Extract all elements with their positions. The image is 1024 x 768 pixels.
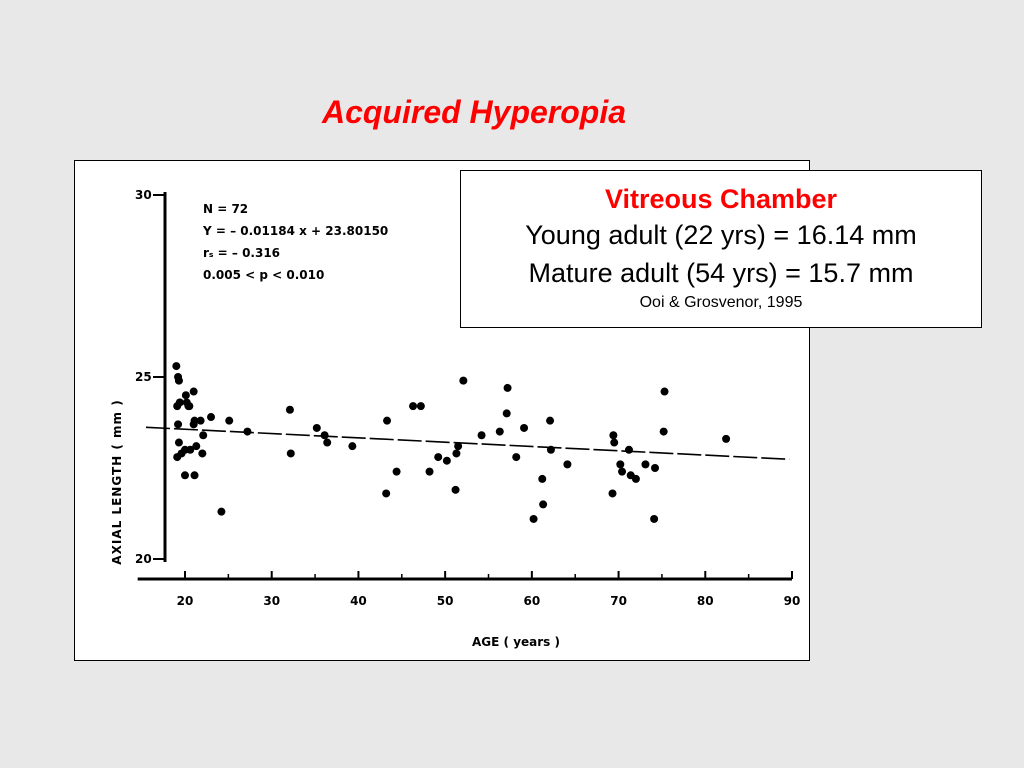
- data-point: [512, 453, 521, 462]
- data-point: [392, 467, 401, 476]
- data-point: [563, 460, 572, 469]
- data-point: [174, 420, 183, 429]
- data-point: [451, 485, 460, 494]
- info-mature-adult: Mature adult (54 yrs) = 15.7 mm: [528, 258, 914, 288]
- slide-title: Acquired Hyperopia: [321, 94, 627, 130]
- data-point: [198, 449, 207, 458]
- data-point: [383, 416, 392, 425]
- ticks-layer: 20 30 40 50 60 70 80 90 20 25 30: [135, 188, 800, 608]
- y-tick-label: 20: [135, 552, 152, 566]
- data-point: [425, 467, 434, 476]
- data-point: [181, 391, 190, 400]
- data-point: [217, 507, 226, 516]
- x-tick-label: 90: [784, 594, 801, 608]
- data-point: [624, 445, 633, 454]
- info-citation: Ooi & Grosvenor, 1995: [639, 294, 803, 311]
- data-point: [190, 471, 199, 480]
- x-tick-label: 60: [524, 594, 541, 608]
- data-point: [189, 387, 198, 396]
- data-point: [199, 431, 208, 440]
- data-point: [538, 474, 547, 483]
- data-point: [459, 376, 468, 385]
- regression-line: [145, 426, 790, 461]
- data-point: [618, 467, 627, 476]
- data-point: [192, 442, 201, 451]
- data-point: [495, 427, 504, 436]
- x-axis-label: AGE ( years ): [472, 635, 560, 649]
- data-point: [608, 489, 617, 498]
- data-point: [660, 387, 669, 396]
- stat-annotation: N = 72: [203, 202, 248, 216]
- data-point: [650, 464, 659, 472]
- data-point: [442, 456, 451, 465]
- data-point: [641, 460, 650, 469]
- data-point: [609, 431, 618, 440]
- data-point: [181, 471, 189, 480]
- data-point: [650, 514, 659, 523]
- data-point: [546, 416, 555, 425]
- info-box: Vitreous Chamber Young adult (22 yrs) = …: [460, 170, 982, 328]
- data-point: [285, 405, 294, 414]
- x-tick-label: 30: [263, 594, 280, 608]
- data-point: [529, 514, 538, 523]
- stat-annotation: rₛ = – 0.316: [203, 246, 280, 260]
- data-point: [312, 423, 321, 432]
- data-point: [175, 398, 184, 407]
- x-tick-label: 80: [697, 594, 714, 608]
- data-point: [189, 420, 198, 429]
- y-tick-label: 25: [135, 370, 152, 384]
- info-young-adult: Young adult (22 yrs) = 16.14 mm: [525, 220, 917, 250]
- scatter-chart: 20 30 40 50 60 70 80 90 20 25 30 N = 72 Y = – 0.011…: [110, 188, 800, 649]
- data-point: [196, 416, 205, 425]
- data-point: [207, 413, 216, 422]
- data-point: [409, 402, 418, 411]
- data-point: [323, 438, 332, 447]
- data-point: [286, 449, 295, 458]
- data-point: [225, 416, 234, 425]
- stat-annotation: Y = – 0.01184 x + 23.80150: [202, 224, 388, 238]
- y-axis-label: AXIAL LENGTH ( mm ): [110, 399, 124, 564]
- x-tick-label: 20: [177, 594, 194, 608]
- data-point: [546, 445, 555, 454]
- data-point: [434, 453, 443, 462]
- data-point: [382, 489, 391, 498]
- data-point: [243, 427, 252, 436]
- data-point: [174, 438, 183, 447]
- data-point: [348, 442, 357, 451]
- data-point: [520, 423, 529, 432]
- data-point: [452, 449, 461, 458]
- x-tick-label: 40: [350, 594, 367, 608]
- y-tick-label: 30: [135, 188, 152, 202]
- data-point: [616, 460, 625, 469]
- data-point: [454, 442, 463, 451]
- data-point: [722, 434, 731, 443]
- points-layer: [172, 362, 731, 523]
- data-point: [631, 474, 640, 483]
- data-point: [503, 383, 512, 392]
- annotation-layer: N = 72 Y = – 0.01184 x + 23.80150 rₛ = – 0…: [202, 202, 388, 282]
- data-point: [610, 438, 619, 447]
- x-tick-label: 50: [437, 594, 454, 608]
- data-point: [659, 427, 668, 436]
- regression-layer: [145, 426, 790, 461]
- data-point: [502, 409, 511, 418]
- data-point: [172, 362, 181, 371]
- data-point: [539, 500, 548, 509]
- data-point: [320, 431, 329, 440]
- data-point: [186, 445, 195, 454]
- x-tick-label: 70: [610, 594, 627, 608]
- data-point: [174, 376, 183, 385]
- stat-annotation: 0.005 < p < 0.010: [203, 268, 324, 282]
- data-point: [416, 402, 425, 411]
- data-point: [477, 431, 486, 440]
- data-point: [185, 402, 194, 411]
- info-heading: Vitreous Chamber: [604, 184, 838, 214]
